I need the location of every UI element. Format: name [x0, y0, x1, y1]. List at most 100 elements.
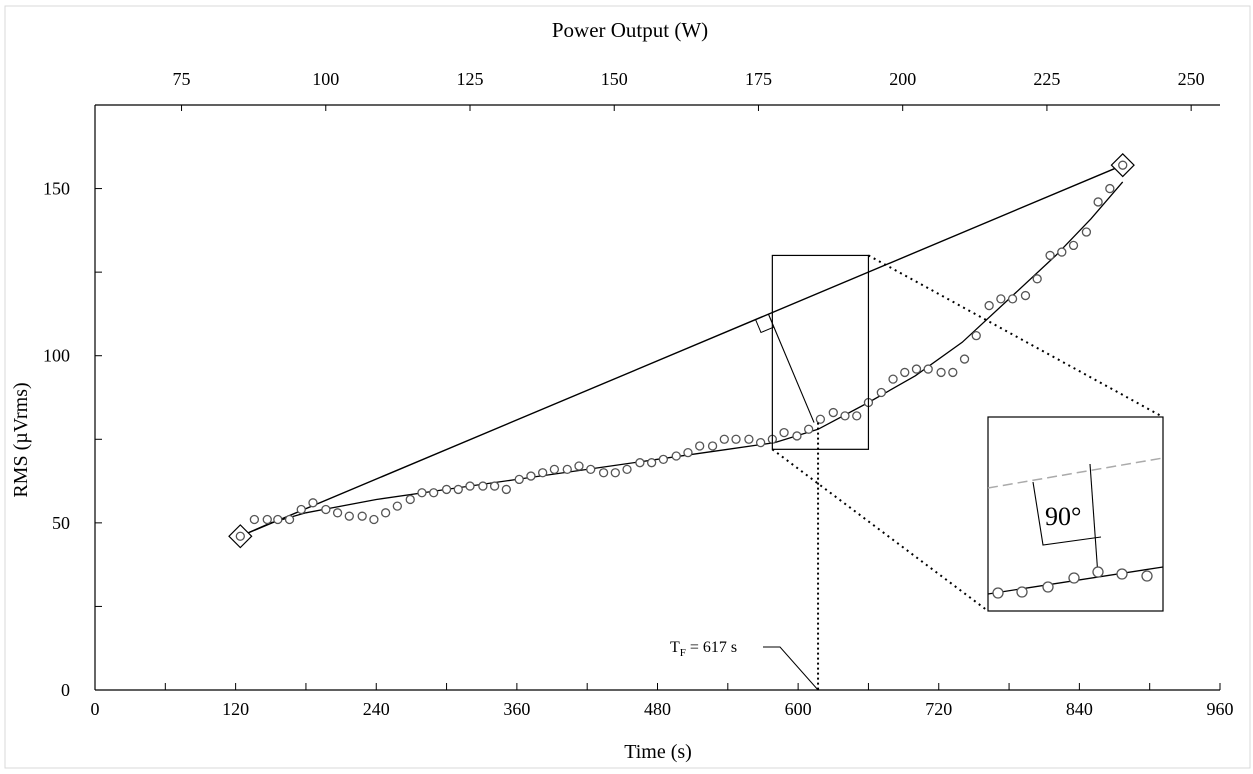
x2-tick-label: 100 [312, 69, 339, 89]
data-point [852, 411, 862, 421]
data-point [405, 494, 415, 505]
x-tick-label: 120 [222, 699, 249, 719]
data-point [755, 437, 766, 448]
chord-line [240, 164, 1124, 537]
zoom-connector-bottom [771, 448, 989, 612]
data-point [1057, 247, 1067, 257]
tf-label: TF = 617 s [670, 639, 737, 659]
x-tick-label: 960 [1207, 699, 1234, 719]
data-point [369, 514, 379, 525]
x-tick-label: 360 [503, 699, 530, 719]
tf-label-rest: = 617 s [686, 639, 737, 656]
x-tick-label: 240 [363, 699, 390, 719]
data-point [332, 508, 343, 518]
x-axis-label: Time (s) [624, 741, 692, 763]
right-angle-marker [755, 319, 775, 334]
x-tick-label: 720 [925, 699, 952, 719]
data-point [1118, 160, 1128, 170]
x2-axis-label: Power Output (W) [552, 18, 708, 42]
data-point [549, 464, 560, 475]
x-tick-label: 600 [785, 699, 812, 719]
data-point [586, 464, 596, 475]
data-point [900, 367, 910, 378]
inset-data-point [1016, 586, 1028, 598]
data-point [646, 458, 657, 468]
data-point [429, 488, 439, 498]
x2-tick-label: 250 [1178, 69, 1205, 89]
data-point [1105, 183, 1115, 194]
data-point [888, 374, 898, 384]
data-point [622, 464, 632, 475]
x2-tick-label: 75 [173, 69, 191, 89]
data-point [526, 471, 536, 481]
x2-tick-label: 150 [601, 69, 628, 89]
data-point [959, 354, 970, 364]
zoom-box [771, 254, 870, 450]
data-point [971, 331, 981, 341]
data-point [792, 431, 802, 441]
data-point [719, 434, 729, 444]
data-point [344, 511, 354, 521]
y-tick-label: 50 [52, 513, 70, 533]
data-point [273, 514, 283, 525]
x-tick-label: 840 [1066, 699, 1093, 719]
data-point [658, 454, 669, 464]
data-point [731, 434, 741, 444]
data-point [465, 481, 475, 491]
x2-tick-label: 225 [1033, 69, 1060, 89]
data-point [1093, 197, 1103, 207]
annotation-group [755, 254, 1164, 691]
fit-curve [240, 181, 1124, 537]
inset-data-point [992, 587, 1004, 599]
x-tick-label: 0 [91, 699, 100, 719]
data-point [417, 488, 427, 498]
tf-label-sub: F [680, 647, 686, 659]
y-tick-label: 150 [43, 179, 70, 199]
tf-label-main: T [670, 639, 680, 656]
chart-border [4, 5, 1251, 769]
data-point [380, 508, 391, 518]
inset-data-point [1092, 566, 1104, 578]
data-point [249, 514, 260, 525]
data-point [683, 448, 693, 458]
x2-tick-label: 125 [457, 69, 484, 89]
data-point [1032, 274, 1042, 284]
y-tick-label: 0 [61, 680, 70, 700]
data-point [744, 434, 754, 444]
inset-perpendicular [1089, 463, 1099, 577]
points-group [235, 160, 1128, 541]
axes: 0 120 240 360 480 600 720 840 960 0 50 100 150 75 100 1… [43, 69, 1234, 719]
data-point [1045, 250, 1055, 261]
data-point [948, 367, 958, 378]
data-point [1081, 227, 1092, 237]
data-point [262, 514, 272, 525]
inset-angle-label: 90° [1045, 502, 1081, 531]
data-point [392, 501, 402, 511]
data-point [1068, 240, 1079, 251]
inset-data-point [1116, 568, 1128, 580]
data-point [538, 468, 548, 478]
inset-data-point [1068, 572, 1080, 584]
data-point [984, 300, 994, 311]
data-point [284, 514, 295, 525]
tf-leader-line [763, 646, 819, 691]
data-point [911, 364, 922, 374]
data-point [695, 441, 705, 451]
y-tick-label: 100 [43, 346, 70, 366]
data-point [321, 504, 331, 515]
data-point [453, 484, 463, 495]
x2-tick-label: 200 [889, 69, 916, 89]
data-point [610, 468, 620, 478]
data-point [598, 468, 609, 478]
data-point [779, 427, 789, 438]
inset-data-point [1141, 570, 1153, 582]
zoom-connector-top [867, 254, 1164, 418]
data-point [562, 464, 572, 475]
data-point [815, 414, 826, 424]
data-point [574, 461, 584, 471]
data-point [308, 498, 318, 508]
data-point [996, 294, 1006, 304]
svg-text:TF = 617 s: TF = 617 s [670, 639, 737, 659]
data-point [840, 411, 850, 421]
